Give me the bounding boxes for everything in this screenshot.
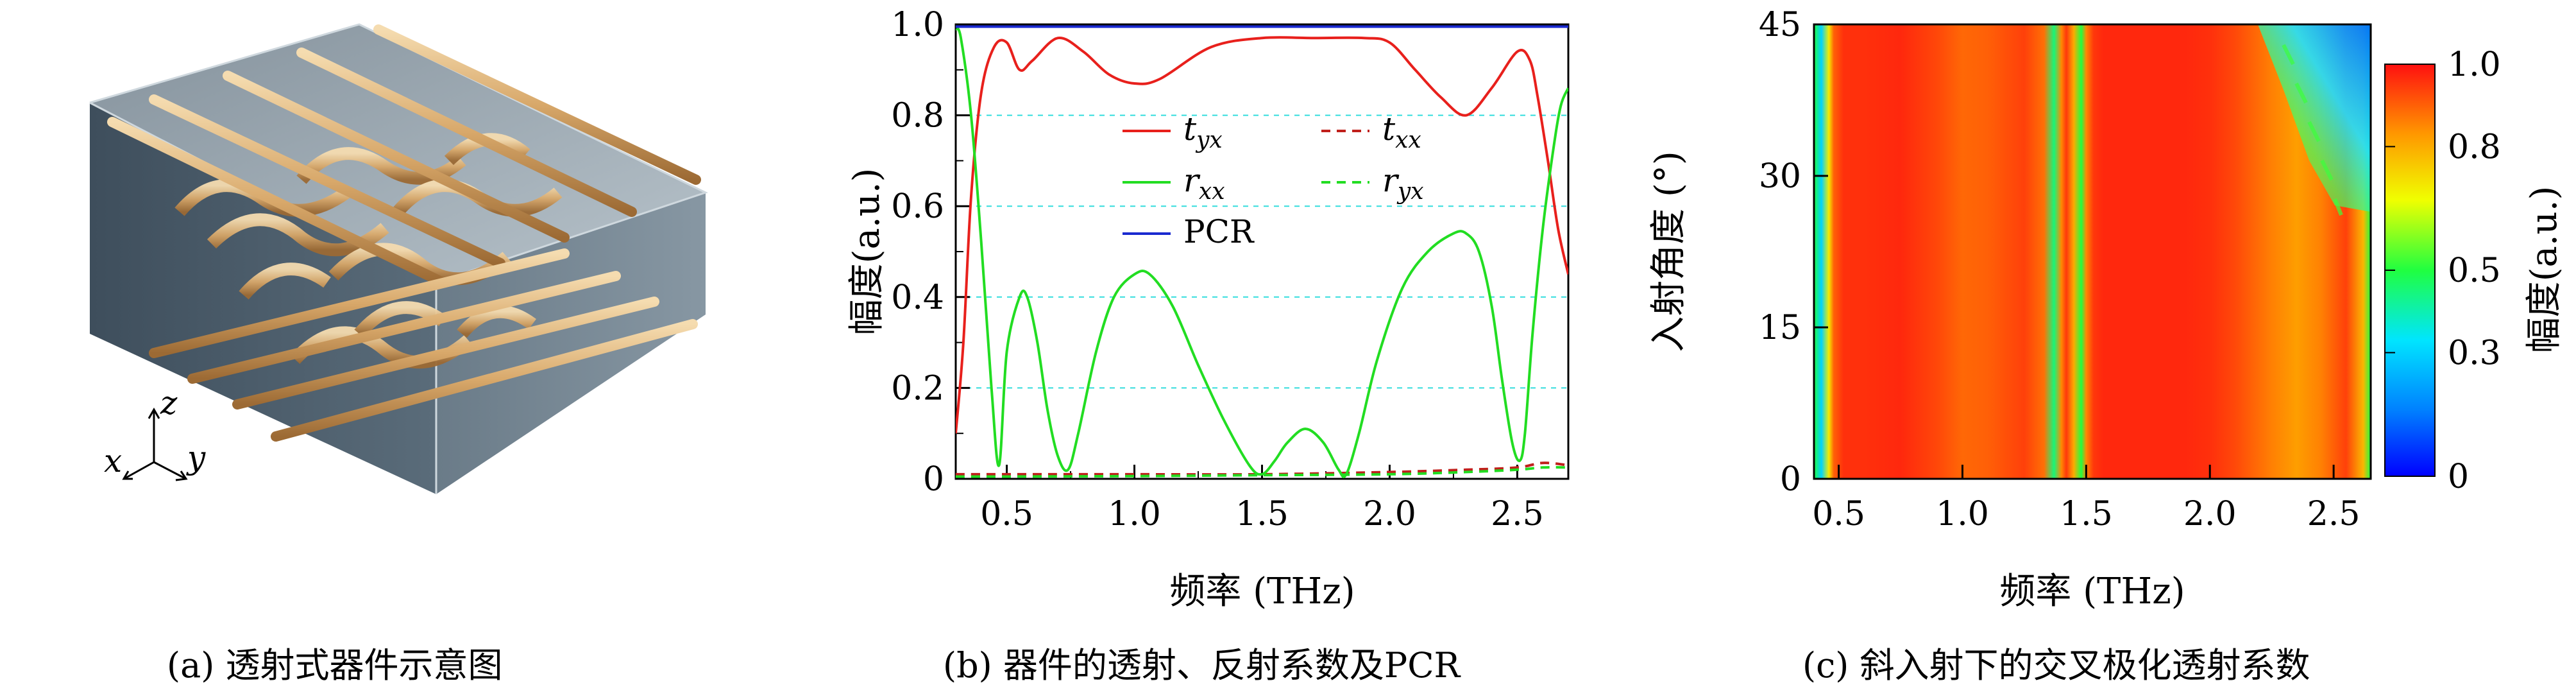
- x-tick-label: 2.5: [1491, 495, 1544, 533]
- y-tick-label: 0: [1780, 460, 1801, 499]
- colorbar-tick-label: 0.8: [2448, 128, 2501, 166]
- heatmap-fringes: [2282, 44, 2343, 216]
- y-tick-label: 0.8: [891, 97, 944, 135]
- legend-label-PCR: PCR: [1183, 213, 1255, 250]
- x-tick-label: 1.5: [1235, 495, 1289, 533]
- y-tick-label: 0.4: [891, 279, 944, 317]
- caption-a: (a) 透射式器件示意图: [167, 645, 503, 686]
- heatmap-upper-right-region: [2258, 24, 2371, 212]
- series-line-t-xx: [956, 461, 1568, 476]
- legend-label-r-xx: rxx: [1183, 162, 1225, 205]
- series-line-r-yx: [956, 466, 1568, 478]
- x-ticks-c: 0.5 1.0 1.5 2.0 2.5: [1812, 465, 2360, 533]
- y-tick-label: 0: [923, 460, 944, 499]
- coordinate-axes: [122, 407, 188, 481]
- x-tick-label: 2.0: [1363, 495, 1416, 533]
- legend-b: tyx txx rxx ryx PCR: [1123, 110, 1424, 250]
- x-tick-label: 1.0: [1108, 495, 1161, 533]
- y-tick-label: 15: [1759, 309, 1801, 347]
- x-tick-label: 0.5: [1812, 495, 1865, 533]
- axis-label-z: z: [160, 384, 178, 422]
- x-tick-label: 1.5: [2060, 495, 2113, 533]
- slab-front-face: [90, 103, 436, 494]
- series-b: [956, 25, 1568, 479]
- series-line-r-xx: [956, 27, 1568, 479]
- colorbar-tick-label: 1.0: [2448, 46, 2501, 84]
- plot-area-c: [1813, 23, 2372, 480]
- y-tick-label: 30: [1759, 157, 1801, 196]
- y-axis-title-b: 幅度(a.u.): [846, 168, 888, 336]
- legend-label-t-yx: tyx: [1183, 110, 1223, 153]
- axis-label-y: y: [186, 439, 206, 476]
- x-axis-title-c: 频率 (THz): [1999, 571, 2185, 612]
- y-ticks-b: 0 0.2 0.4 0.6 0.8 1.0: [891, 6, 970, 499]
- colorbar-ticks: 1.0 0.8 0.5 0.3 0: [2385, 46, 2501, 496]
- heatmap-field: [1814, 24, 2371, 479]
- x-ticks-b: 0.5 1.0 1.5 2.0 2.5: [980, 465, 1544, 533]
- plot-area-b: [954, 23, 1570, 480]
- x-axis-title-b: 频率 (THz): [1169, 571, 1355, 612]
- colorbar-tick-label: 0.5: [2448, 252, 2501, 290]
- wire-grating-bottom: [149, 248, 698, 442]
- legend-label-r-yx: ryx: [1382, 162, 1424, 205]
- y-tick-label: 0.2: [891, 369, 944, 408]
- x-tick-label: 2.0: [2183, 495, 2237, 533]
- axis-label-x: x: [104, 442, 122, 479]
- heatmap-chart: 0.5 1.0 1.5 2.0 2.5 0 15 30 45 频率 (THz) 入射角度 (°…: [1648, 6, 2565, 612]
- x-tick-label: 2.5: [2307, 495, 2360, 533]
- y-tick-label: 1.0: [891, 6, 944, 44]
- x-tick-label: 1.0: [1936, 495, 1989, 533]
- colorbar-tick-label: 0.3: [2448, 334, 2501, 372]
- x-tick-label: 0.5: [980, 495, 1033, 533]
- series-line-t-yx: [956, 36, 1568, 434]
- wire-grating-top: [107, 24, 701, 288]
- colorbar-tick-label: 0: [2448, 458, 2469, 496]
- colorbar-label: 幅度(a.u.): [2523, 186, 2565, 354]
- y-ticks-c: 0 15 30 45: [1759, 6, 1828, 499]
- y-tick-label: 45: [1759, 6, 1801, 44]
- y-axis-title-c: 入射角度 (°): [1648, 151, 1690, 352]
- y-tick-label: 0.6: [891, 187, 944, 226]
- caption-b: (b) 器件的透射、反射系数及PCR: [943, 645, 1461, 686]
- line-chart: 0 0.2 0.4 0.6 0.8 1.0 0.5 1.0 1.5 2.0 2.5 tyx txx r…: [846, 6, 1570, 612]
- caption-c: (c) 斜入射下的交叉极化透射系数: [1802, 645, 2310, 686]
- device-illustration: z x y: [89, 23, 708, 494]
- legend-label-t-xx: txx: [1382, 110, 1421, 153]
